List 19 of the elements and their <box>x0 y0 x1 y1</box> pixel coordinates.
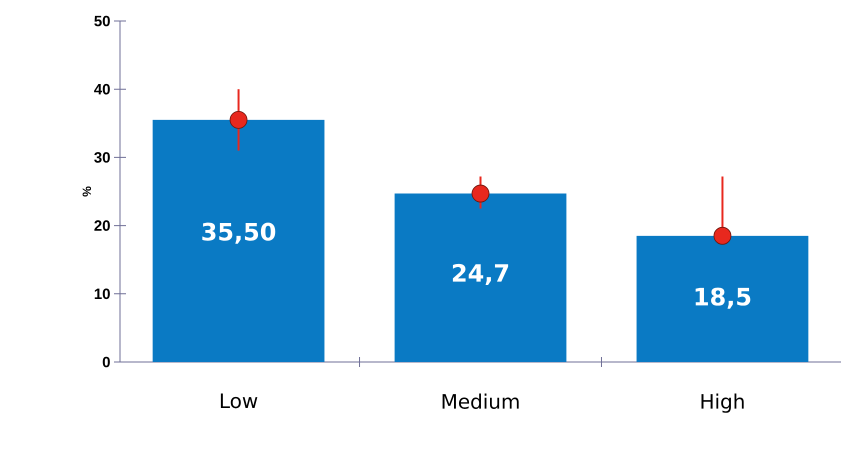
y-tick-label: 0 <box>102 356 110 368</box>
data-label: 24,7 <box>452 264 508 286</box>
data-label: 35,50 <box>202 222 276 244</box>
y-axis-title: % <box>82 186 92 197</box>
point <box>230 110 248 129</box>
y-tick-label: 50 <box>94 16 110 26</box>
data-label: 18,5 <box>696 288 750 309</box>
bar <box>152 120 324 362</box>
bar <box>636 236 808 362</box>
y-tick-label: 20 <box>94 220 110 231</box>
x-tick-label: High <box>702 394 744 413</box>
x-tick-label: Low <box>220 394 258 408</box>
x-tick-label: Medium <box>442 394 519 409</box>
bar <box>394 194 566 362</box>
point <box>714 226 732 245</box>
y-tick-label: 10 <box>94 288 110 300</box>
y-tick-label: 40 <box>94 84 110 94</box>
point <box>472 184 490 202</box>
y-tick-label: 30 <box>94 152 110 163</box>
